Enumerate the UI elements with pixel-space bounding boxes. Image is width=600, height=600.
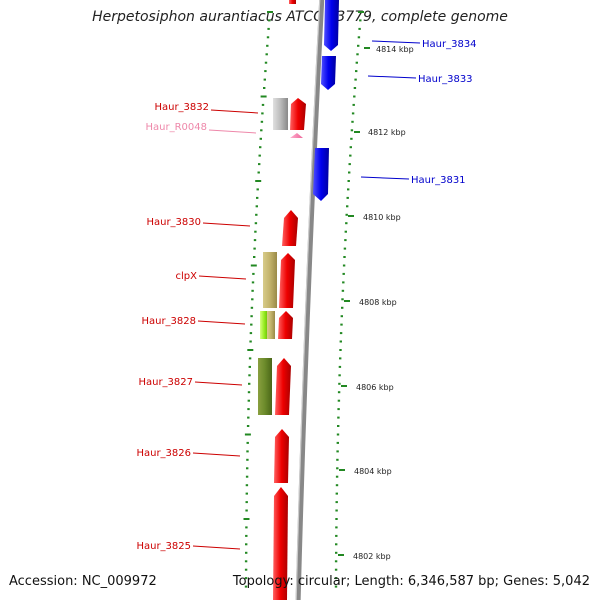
- other-genes: [258, 98, 303, 415]
- tick-label-4804: 4804 kbp: [354, 467, 392, 476]
- gene-haur-3828-lime[interactable]: [260, 311, 268, 339]
- gene-haur-3834-reverse[interactable]: [324, 0, 339, 51]
- reverse-genes: [313, 0, 339, 201]
- label-line: [202, 222, 251, 227]
- label-line: [210, 109, 259, 114]
- coordinate-labels: 4814 kbp 4812 kbp 4810 kbp 4808 kbp 4806…: [338, 45, 414, 561]
- tick-label-4814: 4814 kbp: [376, 45, 414, 54]
- genome-backbone: [295, 0, 325, 600]
- gene-label-haur-3831[interactable]: Haur_3831: [411, 175, 466, 186]
- gene-haur-3832-grey[interactable]: [273, 98, 288, 130]
- gene-haur-3828-forward[interactable]: [278, 311, 293, 339]
- left-gene-labels: Haur_3832 Haur_R0048 Haur_3830 clpX Haur…: [136, 102, 259, 552]
- gene-haur-3832-forward[interactable]: [290, 98, 306, 130]
- gene-label-haur-3826[interactable]: Haur_3826: [136, 448, 191, 459]
- tick-label-4806: 4806 kbp: [356, 383, 394, 392]
- rna-haur-r0048[interactable]: [290, 133, 303, 138]
- right-tick-marks: [334, 11, 364, 588]
- gene-haur-3830-forward[interactable]: [282, 210, 298, 246]
- label-line: [197, 320, 246, 325]
- gene-label-haur-3834[interactable]: Haur_3834: [422, 39, 477, 50]
- gene-haur-3825-forward[interactable]: [273, 487, 288, 600]
- label-line: [192, 452, 241, 457]
- gene-top-forward[interactable]: [289, 0, 296, 4]
- gene-label-haur-3828[interactable]: Haur_3828: [141, 316, 196, 327]
- label-line: [367, 75, 417, 79]
- tick-label-4808: 4808 kbp: [359, 298, 397, 307]
- left-tick-marks: [243, 11, 273, 588]
- gene-haur-3831-reverse[interactable]: [313, 148, 329, 201]
- map-title: Herpetosiphon aurantiacus ATCC 23779, co…: [92, 9, 508, 25]
- tick-label-4810: 4810 kbp: [363, 213, 401, 222]
- gene-clpx-khaki[interactable]: [263, 252, 277, 308]
- label-line: [192, 545, 241, 550]
- genome-backbone-highlight: [295, 0, 321, 600]
- gene-label-haur-3827[interactable]: Haur_3827: [138, 377, 193, 388]
- gene-label-clpx[interactable]: clpX: [176, 271, 198, 282]
- tick-label-4812: 4812 kbp: [368, 128, 406, 137]
- gene-haur-3828-khaki[interactable]: [267, 311, 275, 339]
- label-line: [198, 275, 247, 280]
- accession-text: Accession: NC_009972: [9, 574, 157, 589]
- gene-haur-3827-olive[interactable]: [258, 358, 272, 415]
- label-line: [360, 176, 410, 180]
- right-gene-labels: Haur_3834 Haur_3833 Haur_3831: [360, 39, 477, 186]
- gene-label-haur-3832[interactable]: Haur_3832: [154, 102, 209, 113]
- gene-clpx-forward[interactable]: [279, 253, 295, 308]
- forward-genes: [273, 0, 306, 600]
- gene-haur-3833-reverse[interactable]: [321, 56, 336, 90]
- gene-label-haur-r0048[interactable]: Haur_R0048: [146, 122, 208, 133]
- label-line: [208, 129, 257, 134]
- topology-text: Topology: circular; Length: 6,346,587 bp…: [232, 574, 590, 589]
- tick-label-4802: 4802 kbp: [353, 552, 391, 561]
- label-line: [371, 40, 421, 44]
- gene-haur-3826-forward[interactable]: [274, 429, 289, 483]
- gene-haur-3827-forward[interactable]: [275, 358, 291, 415]
- label-line: [194, 381, 243, 386]
- gene-label-haur-3825[interactable]: Haur_3825: [136, 541, 191, 552]
- gene-label-haur-3830[interactable]: Haur_3830: [146, 217, 201, 228]
- gene-label-haur-3833[interactable]: Haur_3833: [418, 74, 473, 85]
